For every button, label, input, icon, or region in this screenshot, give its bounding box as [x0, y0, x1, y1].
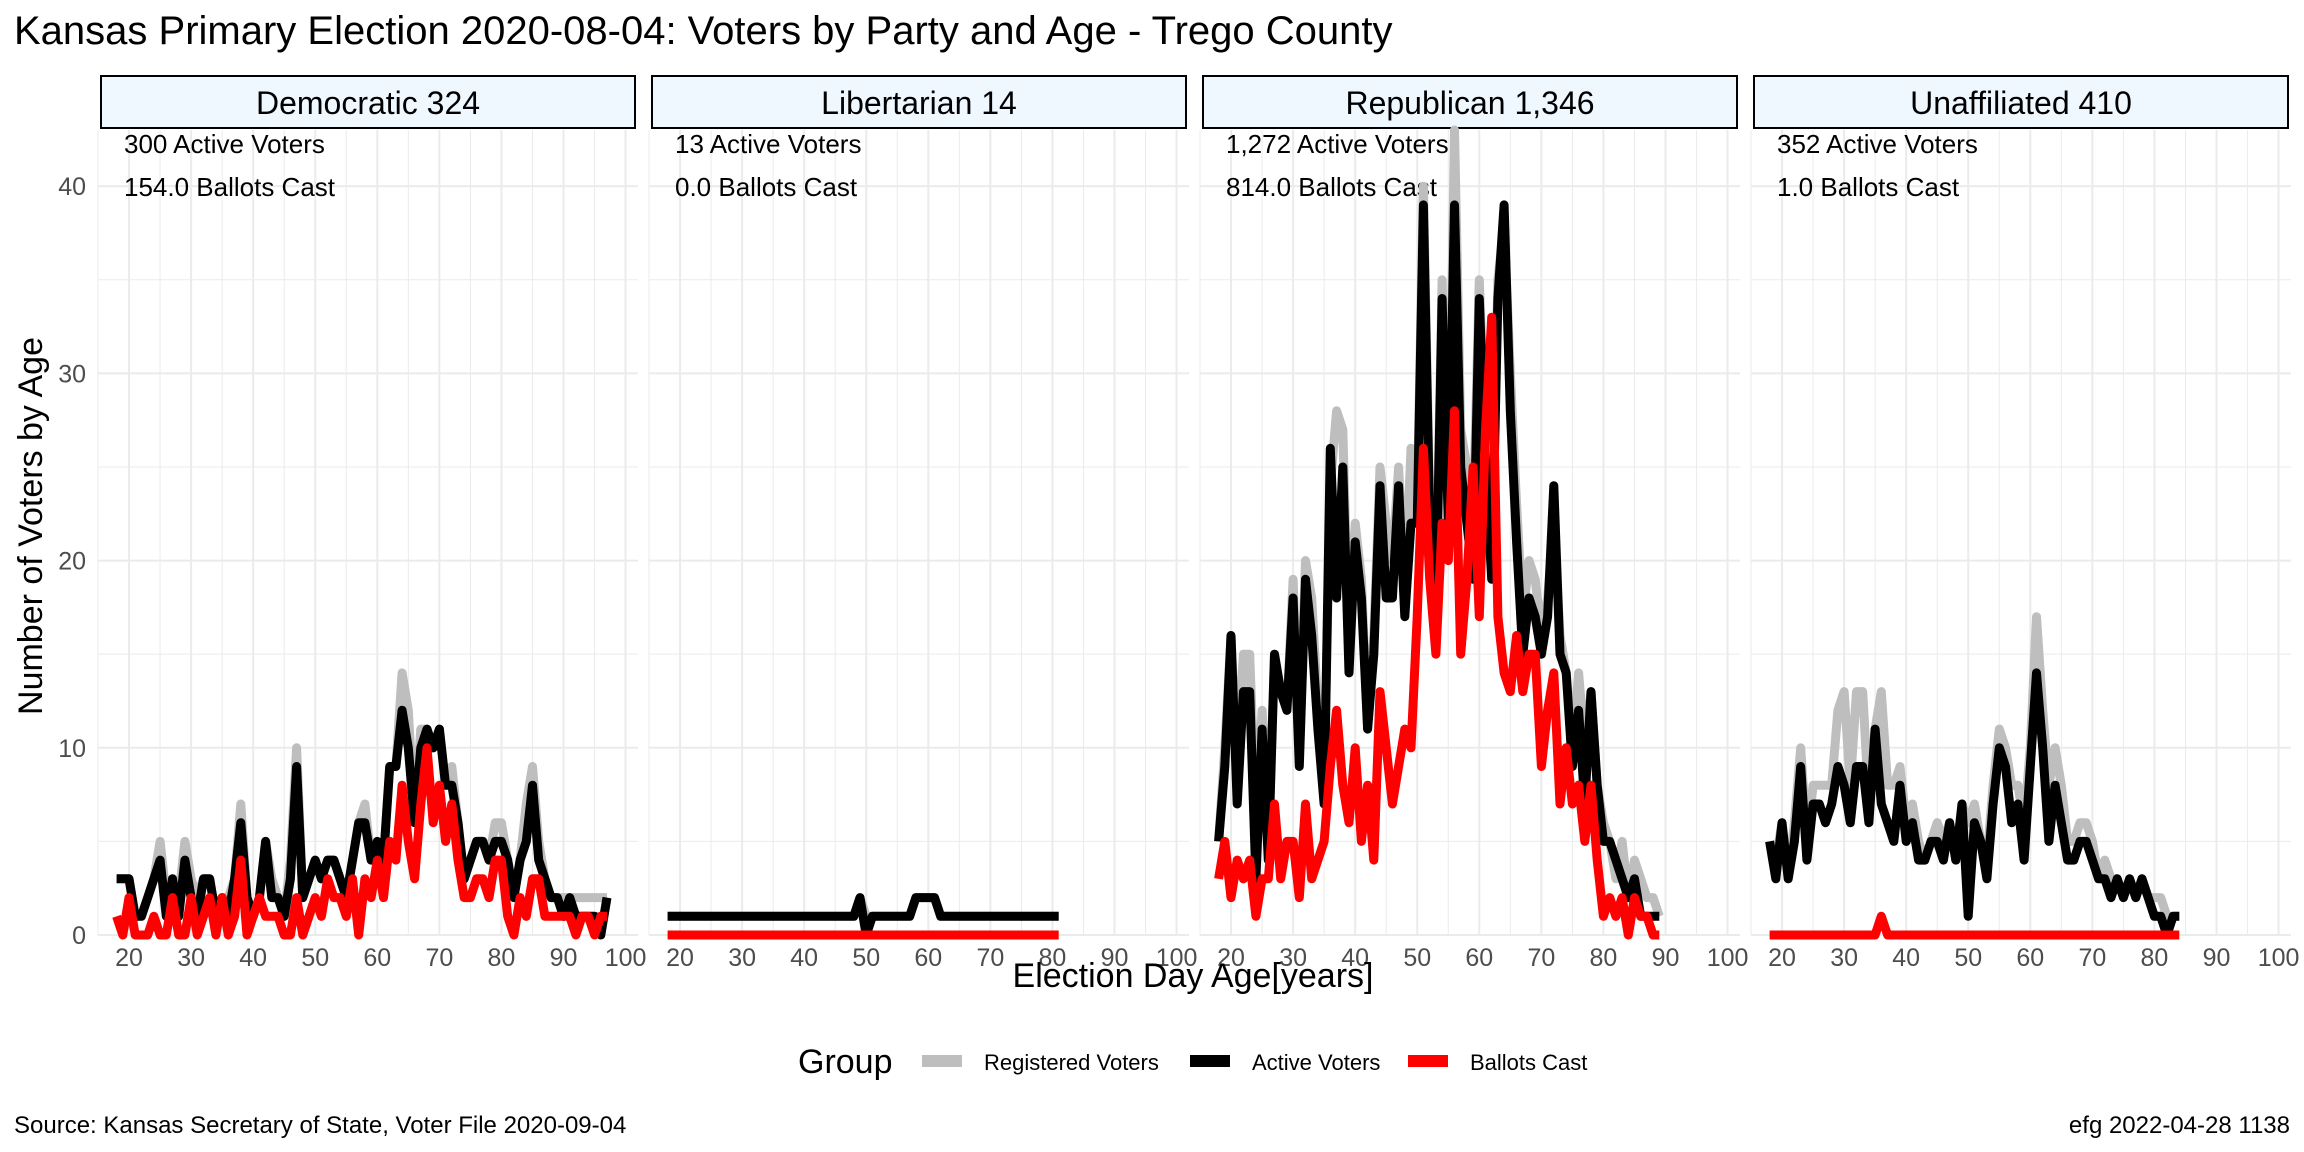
- strip-label: Libertarian 14: [821, 85, 1017, 121]
- caption-source: Source: Kansas Secretary of State, Voter…: [14, 1112, 626, 1139]
- panel-0: Democratic 324 300 Active Voters 154.0 Bal…: [58, 75, 647, 972]
- strip-background: [1202, 75, 1738, 129]
- x-tick-label: 80: [488, 944, 516, 972]
- series-line-active: [1765, 668, 2180, 940]
- x-tick-label: 30: [1830, 944, 1858, 972]
- series-line-ballots: [1769, 911, 2180, 940]
- x-tick-label: 50: [1954, 944, 1982, 972]
- y-tick-label: 40: [58, 173, 86, 201]
- x-tick-label: 70: [2078, 944, 2106, 972]
- x-tick-label: 20: [1217, 944, 1245, 972]
- x-tick-label: 100: [2258, 944, 2300, 972]
- strip-background: [100, 75, 636, 129]
- series-line-ballots: [1214, 312, 1660, 940]
- x-tick-label: 30: [177, 944, 205, 972]
- strip-label: Republican 1,346: [1345, 85, 1594, 121]
- x-tick-label: 30: [728, 944, 756, 972]
- y-tick-label: 20: [58, 548, 86, 576]
- legend: Group Registered Voters Active Voters Ballo…: [798, 1043, 1587, 1081]
- x-tick-label: 80: [2141, 944, 2169, 972]
- x-tick-label: 100: [1707, 944, 1749, 972]
- panel-2: Republican 1,346 1,272 Active Voters 814.0…: [1199, 75, 1749, 972]
- panel-3: Unaffiliated 410 352 Active Voters 1.0 Bal…: [1750, 75, 2300, 972]
- y-tick-label: 30: [58, 360, 86, 388]
- y-axis-label: Number of Voters by Age: [12, 337, 50, 715]
- x-tick-label: 50: [852, 944, 880, 972]
- x-tick-label: 50: [1403, 944, 1431, 972]
- panel-note-ballots: 814.0 Ballots Cast: [1226, 172, 1438, 202]
- strip-label: Democratic 324: [256, 85, 480, 121]
- legend-title: Group: [798, 1043, 893, 1081]
- panel-note-active: 13 Active Voters: [675, 129, 861, 159]
- caption-timestamp: efg 2022-04-28 1138: [2069, 1112, 2290, 1139]
- strip-background: [1753, 75, 2289, 129]
- legend-label: Registered Voters: [984, 1050, 1159, 1075]
- x-axis-label: Election Day Age[years]: [1013, 957, 1374, 995]
- x-tick-label: 90: [1652, 944, 1680, 972]
- x-tick-label: 30: [1279, 944, 1307, 972]
- x-tick-label: 40: [1341, 944, 1369, 972]
- x-tick-label: 20: [115, 944, 143, 972]
- x-tick-label: 50: [301, 944, 329, 972]
- x-tick-label: 90: [1101, 944, 1129, 972]
- x-tick-label: 90: [2203, 944, 2231, 972]
- panel-note-active: 300 Active Voters: [124, 129, 325, 159]
- x-tick-label: 60: [1465, 944, 1493, 972]
- panel-note-ballots: 0.0 Ballots Cast: [675, 172, 858, 202]
- panel-note-ballots: 1.0 Ballots Cast: [1777, 172, 1960, 202]
- y-tick-label: 0: [72, 922, 86, 950]
- x-tick-label: 80: [1590, 944, 1618, 972]
- series-line-registered: [1765, 612, 2180, 921]
- strip-label: Unaffiliated 410: [1910, 85, 2132, 121]
- series-line-active: [667, 893, 1059, 940]
- panels: Democratic 324 300 Active Voters 154.0 Bal…: [58, 75, 2300, 972]
- legend-label: Active Voters: [1252, 1050, 1380, 1075]
- x-tick-label: 60: [2016, 944, 2044, 972]
- x-tick-label: 40: [1892, 944, 1920, 972]
- panel-note-active: 352 Active Voters: [1777, 129, 1978, 159]
- x-tick-label: 20: [1768, 944, 1796, 972]
- x-tick-label: 60: [914, 944, 942, 972]
- strip-background: [651, 75, 1187, 129]
- panel-1: Libertarian 14 13 Active Voters 0.0 Ballot…: [648, 75, 1198, 972]
- series-line-ballots: [112, 743, 607, 940]
- chart-title: Kansas Primary Election 2020-08-04: Vote…: [14, 9, 1393, 53]
- x-tick-label: 70: [425, 944, 453, 972]
- panel-note-active: 1,272 Active Voters: [1226, 129, 1449, 159]
- x-tick-label: 80: [1039, 944, 1067, 972]
- y-tick-label: 10: [58, 735, 86, 763]
- x-tick-label: 90: [550, 944, 578, 972]
- series-line-active: [1214, 200, 1660, 921]
- x-tick-label: 100: [1156, 944, 1198, 972]
- x-tick-label: 60: [363, 944, 391, 972]
- x-tick-label: 20: [666, 944, 694, 972]
- panel-note-ballots: 154.0 Ballots Cast: [124, 172, 336, 202]
- x-tick-label: 70: [976, 944, 1004, 972]
- x-tick-label: 40: [239, 944, 267, 972]
- x-tick-label: 70: [1527, 944, 1555, 972]
- series-line-active: [116, 705, 612, 940]
- x-tick-label: 40: [790, 944, 818, 972]
- legend-label: Ballots Cast: [1470, 1050, 1587, 1075]
- x-tick-label: 100: [605, 944, 647, 972]
